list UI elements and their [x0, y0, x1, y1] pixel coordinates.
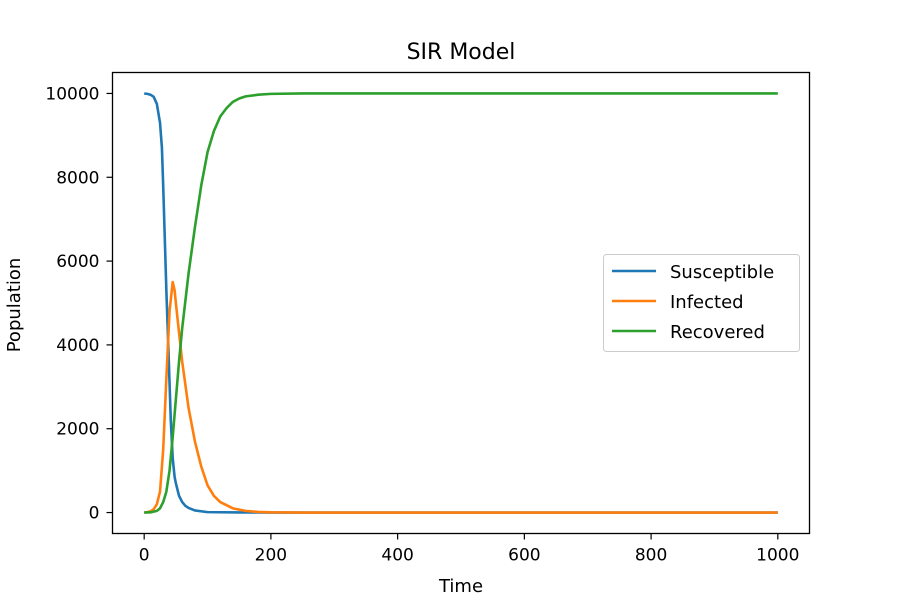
series-line-infected — [144, 280, 778, 514]
chart-title: SIR Model — [407, 40, 516, 65]
legend-label-infected: Infected — [670, 292, 744, 313]
plot-area — [144, 92, 778, 514]
y-axis-label: Population — [4, 258, 25, 353]
x-tick-label: 200 — [255, 546, 287, 566]
x-axis-label: Time — [438, 576, 483, 597]
x-tick-label: 600 — [508, 546, 540, 566]
legend: Susceptible Infected Recovered — [603, 254, 800, 352]
legend-label-susceptible: Susceptible — [670, 262, 774, 283]
y-tick-label: 0 — [89, 504, 100, 524]
legend-box — [603, 254, 800, 352]
x-tick-label: 0 — [139, 546, 150, 566]
legend-label-recovered: Recovered — [670, 322, 765, 343]
x-tick-label: 800 — [635, 546, 667, 566]
x-tick-label: 1000 — [756, 546, 799, 566]
plot-frame — [111, 71, 811, 535]
y-tick-label: 10000 — [45, 84, 99, 104]
y-tick-label: 4000 — [56, 336, 99, 356]
y-tick-label: 8000 — [56, 168, 99, 188]
x-tick-label: 400 — [381, 546, 413, 566]
y-tick-label: 2000 — [56, 420, 99, 440]
y-tick-label: 6000 — [56, 252, 99, 272]
series-line-recovered — [144, 92, 778, 514]
